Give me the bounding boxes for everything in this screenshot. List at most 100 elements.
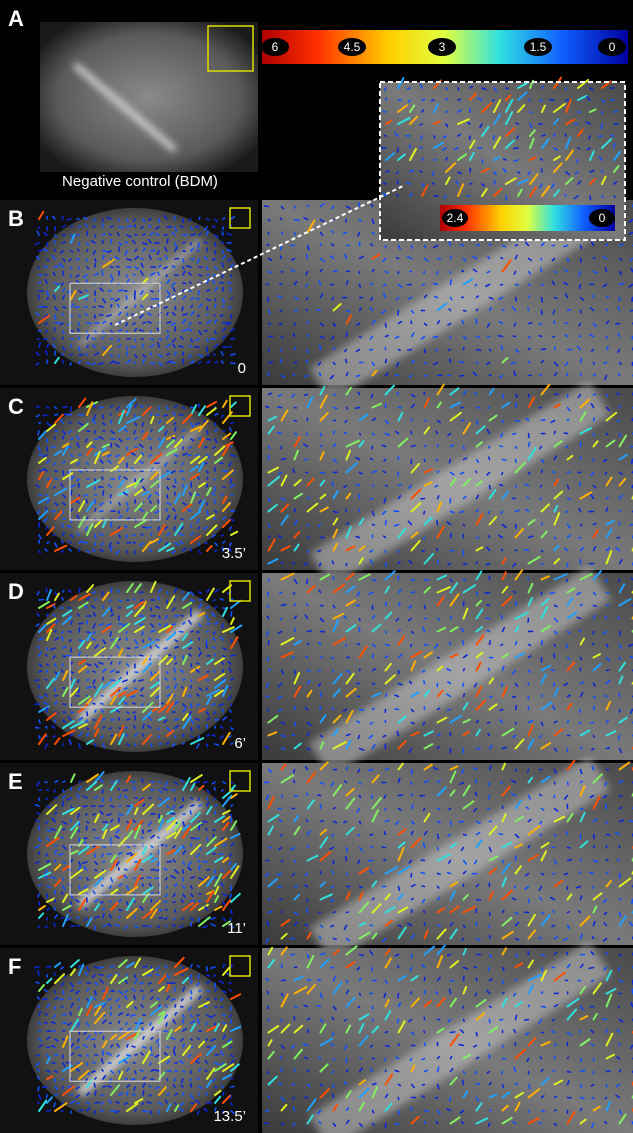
vector-arrow	[321, 693, 322, 697]
vector-arrow	[79, 982, 81, 983]
vector-arrow	[79, 315, 80, 316]
vector-arrow	[166, 878, 167, 880]
vector-arrow	[423, 723, 424, 725]
vector-arrow	[373, 1083, 377, 1084]
vector-arrow	[512, 898, 515, 899]
vector-arrow	[206, 1093, 207, 1095]
vector-arrow	[229, 307, 231, 308]
vector-arrow	[149, 1086, 151, 1087]
vector-arrow	[166, 1100, 167, 1103]
vector-arrow	[204, 242, 207, 243]
vector-arrow	[111, 305, 112, 307]
vector-arrow	[518, 172, 520, 173]
vector-arrow	[347, 311, 350, 312]
vector-arrow	[542, 523, 543, 525]
vector-arrow	[39, 1023, 41, 1024]
vector-arrow	[95, 710, 96, 712]
vector-arrow	[618, 617, 620, 618]
vector-arrow	[462, 271, 464, 272]
vector-arrow	[618, 968, 619, 971]
vector-arrow	[87, 632, 90, 633]
vector-arrow	[620, 955, 622, 956]
vector-arrow	[44, 990, 47, 991]
vector-arrow	[425, 446, 427, 447]
vector-arrow	[516, 421, 519, 422]
vector-arrow	[568, 695, 571, 696]
vector-arrow	[268, 593, 269, 596]
vector-arrow	[477, 350, 481, 351]
time-label: 11’	[227, 920, 246, 937]
vector-arrow	[63, 1014, 66, 1015]
vector-arrow	[425, 1043, 426, 1045]
vector-arrow	[135, 1054, 137, 1055]
vector-arrow	[79, 628, 80, 632]
vector-arrow	[119, 639, 120, 640]
vector-arrow	[84, 542, 87, 543]
vector-arrow	[110, 600, 111, 602]
vector-arrow	[151, 1079, 153, 1080]
vector-arrow	[434, 283, 438, 284]
vector-arrow	[618, 939, 619, 940]
vector-arrow	[529, 323, 532, 324]
vector-arrow	[63, 307, 66, 308]
vector-arrow	[333, 1033, 334, 1036]
vector-arrow	[489, 668, 490, 670]
vector-arrow	[438, 496, 439, 499]
vector-arrow	[477, 363, 478, 364]
vector-arrow	[581, 605, 583, 606]
vector-arrow	[448, 873, 451, 874]
vector-arrow	[183, 623, 185, 624]
vector-arrow	[38, 1102, 39, 1103]
vector-arrow	[79, 966, 80, 967]
vector-arrow	[141, 406, 143, 407]
vector-arrow	[164, 415, 167, 416]
vector-arrow	[579, 336, 580, 337]
vector-arrow	[180, 226, 183, 227]
vector-arrow	[398, 551, 399, 553]
vector-arrow	[93, 446, 95, 447]
vector-arrow	[86, 500, 87, 503]
vector-arrow	[70, 1012, 71, 1015]
vector-arrow	[386, 820, 389, 821]
vector-arrow	[197, 1078, 199, 1079]
vector-arrow	[167, 592, 168, 593]
vector-arrow	[63, 533, 64, 535]
inset-colorbar-label: 2.4	[447, 211, 464, 225]
vector-arrow	[183, 967, 184, 969]
vector-arrow	[101, 1103, 103, 1104]
vector-arrow	[618, 334, 619, 337]
vector-arrow	[183, 743, 184, 744]
vector-arrow	[503, 911, 504, 913]
vector-arrow	[619, 580, 620, 582]
vector-arrow	[529, 1005, 530, 1006]
vector-arrow	[214, 798, 215, 799]
vector-arrow	[476, 792, 477, 795]
vector-arrow	[231, 704, 232, 706]
vector-arrow	[215, 550, 216, 551]
vector-arrow	[150, 550, 151, 551]
vector-arrow	[141, 695, 143, 696]
vector-arrow	[175, 736, 176, 738]
vector-arrow	[61, 632, 63, 633]
vector-arrow	[212, 647, 215, 648]
vector-arrow	[95, 991, 96, 995]
vector-arrow	[567, 952, 568, 954]
vector-arrow	[503, 395, 504, 399]
page: Negative control (BDM)A0B3.5’C6’D11’E13.…	[0, 0, 633, 1133]
vector-arrow	[103, 1037, 104, 1039]
vector-arrow	[62, 983, 63, 986]
vector-arrow	[489, 796, 490, 799]
vector-arrow	[174, 216, 175, 219]
vector-arrow	[489, 1124, 490, 1127]
vector-arrow	[504, 159, 506, 160]
vector-arrow	[542, 551, 543, 552]
vector-arrow	[207, 339, 208, 341]
vector-arrow	[119, 814, 123, 815]
vector-arrow	[125, 869, 127, 870]
vector-arrow	[542, 349, 546, 350]
vector-arrow	[604, 363, 606, 364]
vector-arrow	[87, 345, 88, 347]
vector-arrow	[516, 486, 517, 488]
vector-arrow	[319, 590, 320, 592]
vector-arrow	[111, 966, 114, 967]
